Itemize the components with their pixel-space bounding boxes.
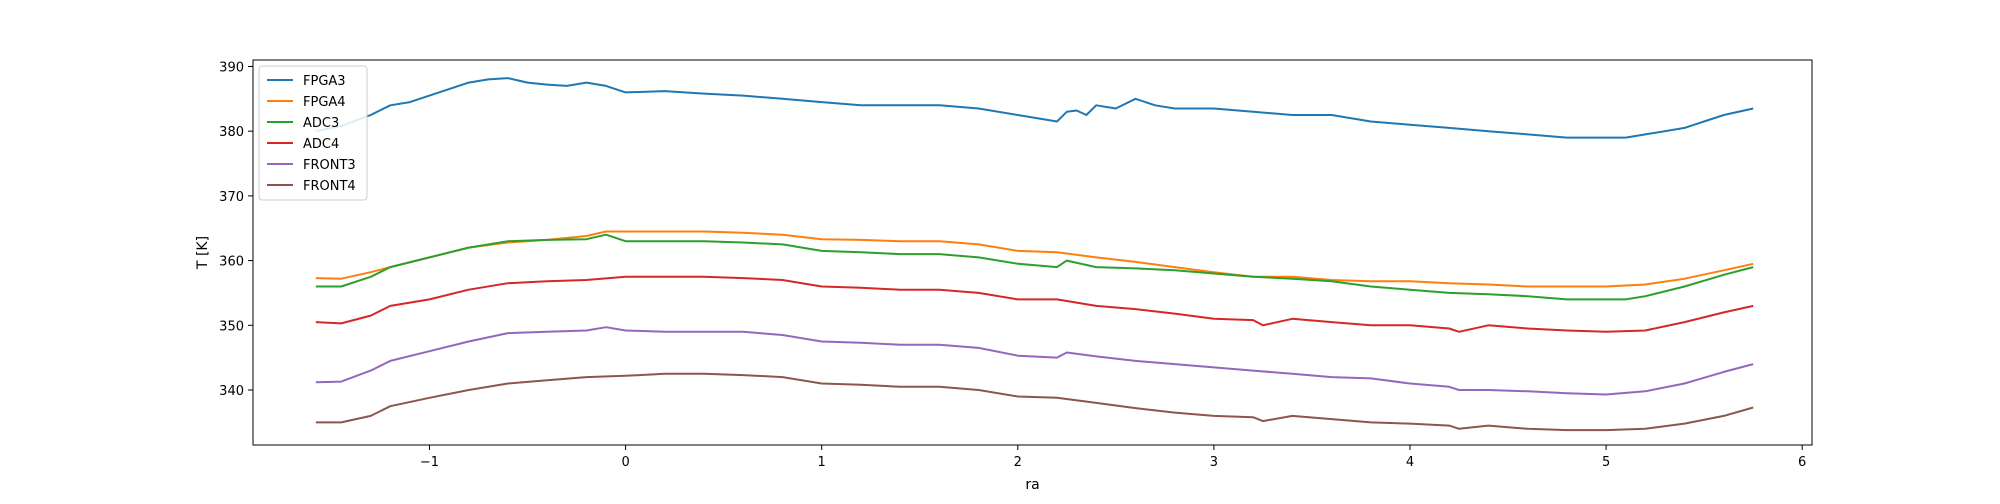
x-tick-label: 3 — [1210, 455, 1218, 470]
legend-label-fpga3: FPGA3 — [303, 74, 346, 89]
y-tick-label: 390 — [219, 60, 244, 75]
y-axis-label: T [K] — [195, 236, 211, 270]
plot-area-frame — [252, 59, 1813, 446]
x-axis-label: ra — [1025, 477, 1039, 493]
plot-lines — [315, 77, 1754, 432]
series-line-adc4 — [315, 275, 1754, 333]
legend-label-adc3: ADC3 — [303, 116, 339, 131]
x-axis: −1 0 1 2 3 4 5 6 — [420, 445, 1806, 470]
series-line-adc3 — [315, 233, 1754, 301]
x-tick-label: 5 — [1602, 455, 1610, 470]
x-tick-label: 1 — [818, 455, 826, 470]
x-tick-label: 6 — [1798, 455, 1806, 470]
y-tick-label: 380 — [219, 125, 244, 140]
legend-label-front4: FRONT4 — [303, 179, 356, 194]
x-tick-label: 0 — [621, 455, 629, 470]
x-tick-label: 2 — [1014, 455, 1022, 470]
legend-label-fpga4: FPGA4 — [303, 95, 346, 110]
legend-label-adc4: ADC4 — [303, 137, 339, 152]
series-line-front4 — [315, 372, 1754, 432]
y-axis: 340 350 360 370 380 390 — [219, 60, 253, 399]
x-tick-label: 4 — [1406, 455, 1414, 470]
series-line-front3 — [315, 326, 1754, 396]
y-tick-label: 350 — [219, 319, 244, 334]
legend-box — [258, 65, 368, 201]
y-tick-label: 370 — [219, 190, 244, 205]
x-tick-label: −1 — [420, 455, 439, 470]
legend-label-front3: FRONT3 — [303, 158, 356, 173]
series-line-fpga3 — [315, 77, 1754, 139]
legend: FPGA3 FPGA4 ADC3 ADC4 FRONT3 FRONT4 — [258, 65, 368, 201]
y-tick-label: 340 — [219, 384, 244, 399]
y-tick-label: 360 — [219, 255, 244, 270]
